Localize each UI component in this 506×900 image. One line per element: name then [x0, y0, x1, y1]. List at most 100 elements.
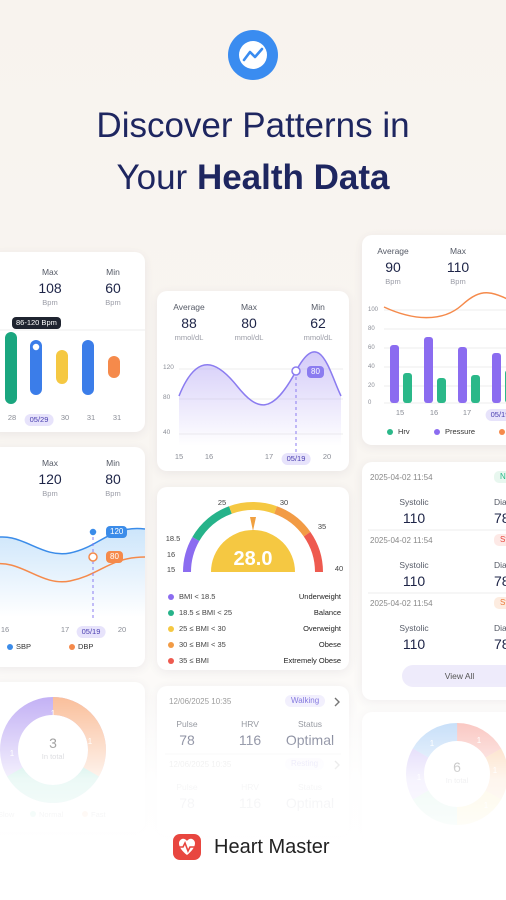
x-label: 05/19	[281, 453, 311, 465]
y-tick: 40	[163, 429, 171, 436]
chart-shape	[183, 537, 200, 573]
bmi-range: 30 ≤ BMI < 35	[179, 640, 226, 649]
y-tick: 80	[368, 326, 375, 332]
stat-label: Average	[173, 302, 205, 312]
chart-shape	[434, 429, 440, 435]
glucose-card: Average 88 mmol/dL Max 80 mmol/dL Min 62 mmol/dL…	[157, 291, 349, 471]
logo-pulse	[178, 841, 196, 853]
chart-shape	[387, 429, 393, 435]
systolic-value: 110	[402, 573, 426, 589]
bmi-range: 25 ≤ BMI < 30	[179, 624, 226, 633]
chart-shape	[192, 506, 232, 542]
icon-zigzag	[242, 47, 264, 62]
y-tick: 120	[163, 364, 174, 371]
diastolic-value: 78	[494, 636, 506, 652]
x-label: 17	[264, 452, 274, 461]
chart-shape	[88, 552, 98, 562]
x-label: 30	[60, 413, 70, 422]
stat-unit: mmol/dL	[234, 333, 264, 342]
diastolic-label: Diastolic	[494, 497, 506, 507]
scale-label: 35	[317, 522, 327, 531]
x-label: 05/19	[76, 626, 106, 638]
bmi-category: Underweight	[298, 592, 341, 601]
chart-shape	[458, 347, 467, 403]
y-tick: 0	[368, 400, 372, 406]
bmi-category: Overweight	[303, 624, 341, 633]
stat-unit: mmol/dL	[174, 333, 204, 342]
diastolic-value: 78	[494, 573, 506, 589]
chart-shape	[390, 345, 399, 403]
chart-shape	[168, 626, 174, 632]
bottom-fade	[0, 680, 506, 900]
blood-pressure-card: Max 120 Bpm Min 80 Bpm 120 80 16 17 05/19 20 SBP DBP	[0, 447, 145, 667]
chart-shape	[168, 594, 174, 600]
chart-graphic	[0, 527, 145, 650]
bmi-range: 18.5 ≤ BMI < 25	[179, 608, 233, 617]
stat-value: 80	[241, 315, 257, 331]
bmi-range: BMI < 18.5	[179, 592, 216, 601]
record-time: 2025-04-02 11:54	[370, 473, 433, 482]
chart-shape	[229, 502, 277, 514]
systolic-label: Systolic	[399, 497, 429, 507]
status-badge: St	[494, 534, 506, 546]
x-label: 20	[322, 452, 332, 461]
stat-unit: Bpm	[450, 277, 466, 286]
legend-label: Hrv	[398, 427, 410, 436]
scale-label: 16	[166, 550, 176, 559]
stat-label: Max	[41, 458, 59, 468]
x-label: 16	[204, 452, 214, 461]
stat-unit: Bpm	[105, 298, 121, 307]
chart-shape	[178, 351, 342, 406]
title-prefix: Your	[116, 158, 188, 197]
x-label: 31	[112, 413, 122, 422]
chart-shape	[499, 429, 505, 435]
app-icon	[228, 30, 278, 80]
x-label: 16	[429, 408, 439, 417]
chart-shape	[168, 610, 174, 616]
legend-label: Pressure	[445, 427, 476, 436]
chart-shape	[108, 356, 120, 378]
chart-shape	[471, 375, 480, 403]
stat-unit: Bpm	[105, 489, 121, 498]
legend-label: DBP	[78, 642, 94, 651]
chart-shape	[7, 644, 13, 650]
chart-shape	[30, 340, 42, 395]
stat-unit: Bpm	[42, 298, 58, 307]
x-label: 15	[174, 452, 184, 461]
stat-unit: mmol/dL	[303, 333, 333, 342]
scale-label: 30	[279, 498, 289, 507]
stat-value: 108	[38, 280, 62, 296]
x-label: 15	[395, 408, 405, 417]
stat-value: 110	[446, 259, 470, 275]
record-time: 2025-04-02 11:54	[370, 536, 433, 545]
stat-label: Min	[106, 267, 120, 277]
bmi-category: Extremely Obese	[283, 656, 341, 665]
chart-shape	[303, 531, 323, 573]
chart-shape	[274, 506, 311, 537]
y-tick: 80	[163, 394, 171, 401]
chart-shape	[492, 353, 501, 403]
systolic-value: 110	[402, 510, 426, 526]
x-label: 28	[7, 413, 17, 422]
title-line-2: Your Health Data	[116, 160, 389, 195]
title-line-1: Discover Patterns in	[96, 106, 410, 145]
tooltip: 86-120 Bpm	[12, 317, 61, 329]
chart-graphic	[168, 502, 323, 664]
heart-rate-card: Max 108 Bpm Min 60 Bpm 86-120 Bpm 28 05/29 30 31 31	[0, 252, 145, 432]
y-tick: 100	[368, 307, 379, 313]
chart-shape	[82, 340, 94, 395]
y-tick: 60	[368, 345, 375, 351]
x-label: 20	[117, 625, 127, 634]
chart-shape	[168, 658, 174, 664]
chart-shape	[291, 366, 301, 376]
stat-value: 90	[385, 259, 401, 275]
status-badge: N	[494, 471, 506, 483]
chart-shape	[0, 528, 145, 617]
status-badge: St	[494, 597, 506, 609]
record-time: 2025-04-02 11:54	[370, 599, 433, 608]
hrv-card: Average 90 Bpm Max 110 Bpm 100 80 60 40 20 0 15 16 17 0…	[362, 235, 506, 445]
x-label: 31	[86, 413, 96, 422]
legend-label: SBP	[16, 642, 32, 651]
marker: 80	[106, 551, 123, 563]
chart-shape	[5, 332, 17, 404]
